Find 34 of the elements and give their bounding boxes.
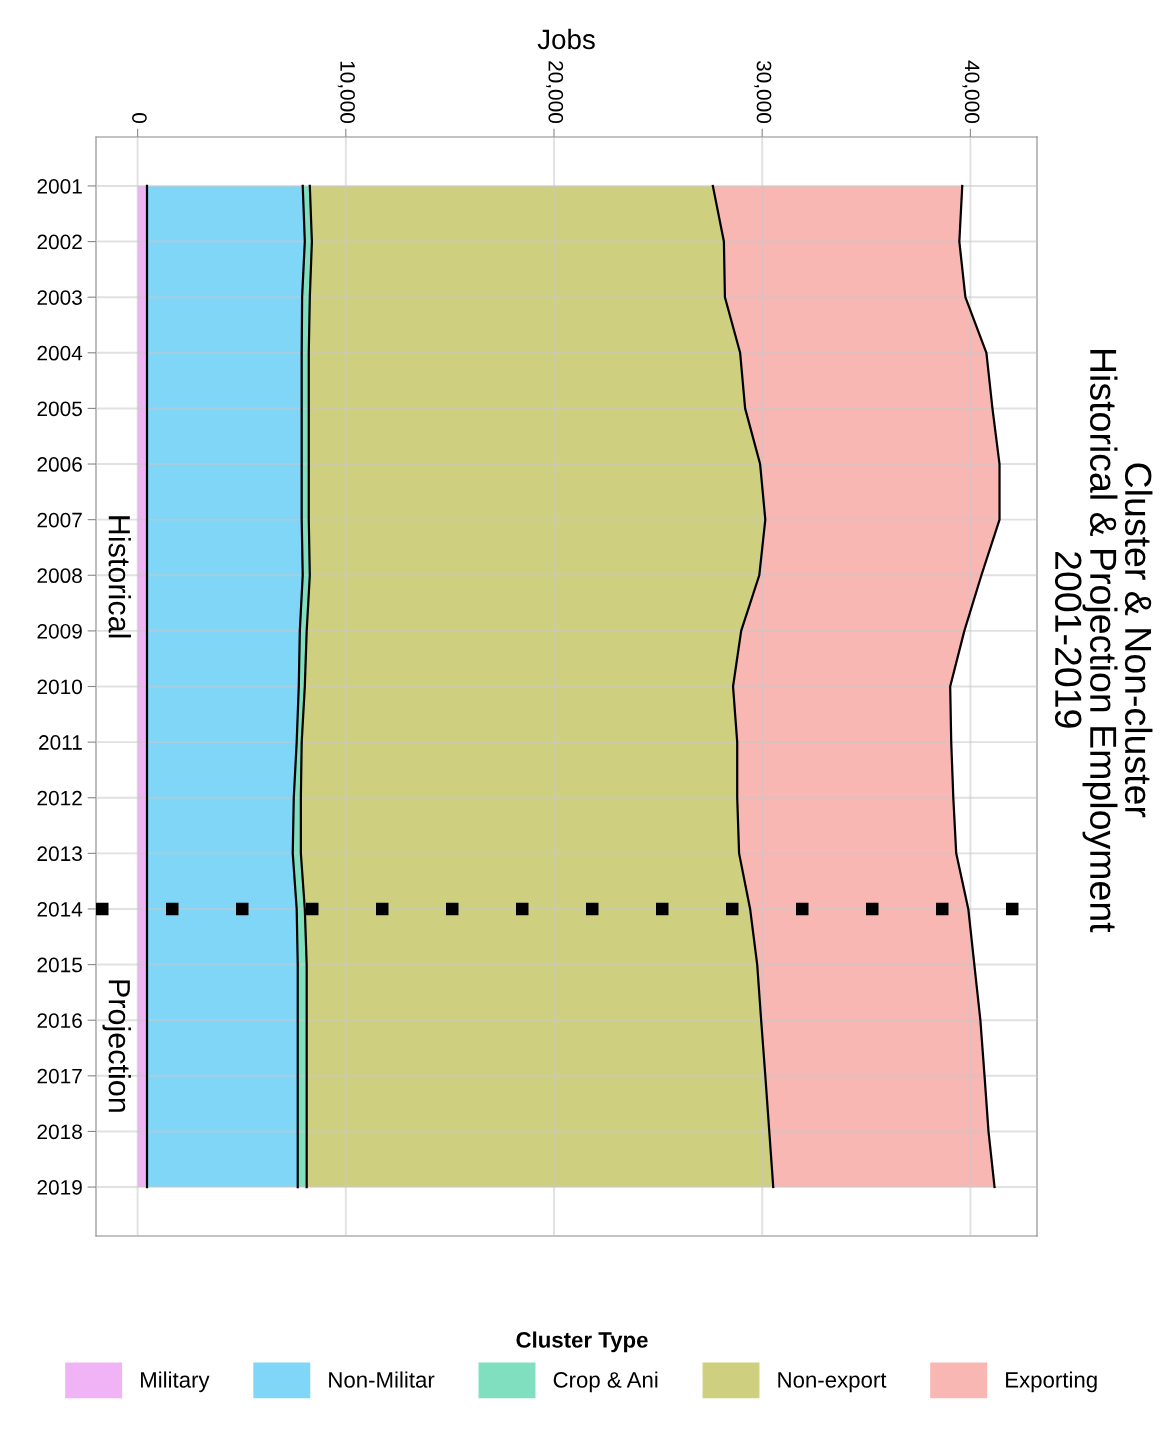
y-tick-label: 2014 [37,901,83,917]
legend-label: Military [141,1371,210,1393]
annotation: Projection [102,980,131,1112]
y-tick-label: 2005 [37,401,82,417]
legend-label: Crop & Ani [553,1371,658,1393]
y-tick-label: 2016 [37,1013,82,1028]
y-tick-label: 2002 [37,234,82,250]
legend-label: Non-export [778,1372,887,1393]
y-tick-label: 2013 [37,846,82,862]
x-tick-label: 10,000 [337,61,355,123]
legend-label: Exporting [1006,1371,1097,1393]
y-tick-label: 2003 [37,290,82,305]
legend-title: Cluster Type [516,1331,648,1353]
x-tick-label: 20,000 [545,61,564,123]
x-axis-title: Jobs [537,28,595,50]
y-tick-label: 2007 [37,512,82,528]
annotation: Historical [108,516,131,638]
y-tick-label: 2019 [37,1180,82,1195]
y-tick-label: 2010 [37,679,82,695]
y-tick-label: 2006 [37,457,82,472]
y-tick-label: 2008 [37,568,82,584]
y-tick-label: 2011 [39,735,82,750]
x-tick-label: 0 [132,113,147,123]
y-tick-label: 2012 [37,790,82,806]
text: Cluster & Non-cluster Historical & Projection Employment 2001-2019 [1054,350,1153,933]
x-tick-label: 40,000 [962,60,980,123]
y-tick-label: 2009 [37,623,82,639]
y-tick-label: 2017 [37,1068,82,1084]
x-tick-label: 30,000 [754,60,772,123]
y-tick-label: 2015 [37,957,82,973]
legend-label: Non-Militar [329,1371,435,1388]
y-tick-label: 2004 [37,345,83,361]
y-tick-label: 2001 [37,178,82,194]
y-tick-label: 2018 [37,1124,82,1140]
